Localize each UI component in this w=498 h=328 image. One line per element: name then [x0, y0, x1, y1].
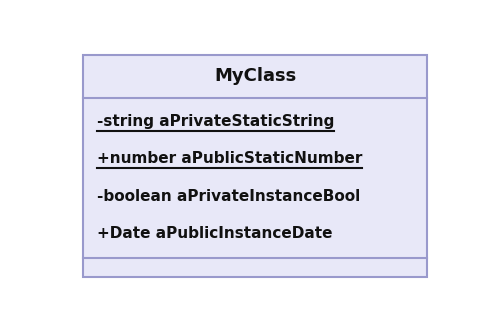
Text: MyClass: MyClass	[214, 67, 296, 85]
Text: +Date aPublicInstanceDate: +Date aPublicInstanceDate	[97, 226, 333, 241]
Text: -string aPrivateStaticString: -string aPrivateStaticString	[97, 114, 334, 129]
Text: -boolean aPrivateInstanceBool: -boolean aPrivateInstanceBool	[97, 189, 360, 204]
FancyBboxPatch shape	[84, 54, 427, 277]
Text: +number aPublicStaticNumber: +number aPublicStaticNumber	[97, 151, 363, 166]
